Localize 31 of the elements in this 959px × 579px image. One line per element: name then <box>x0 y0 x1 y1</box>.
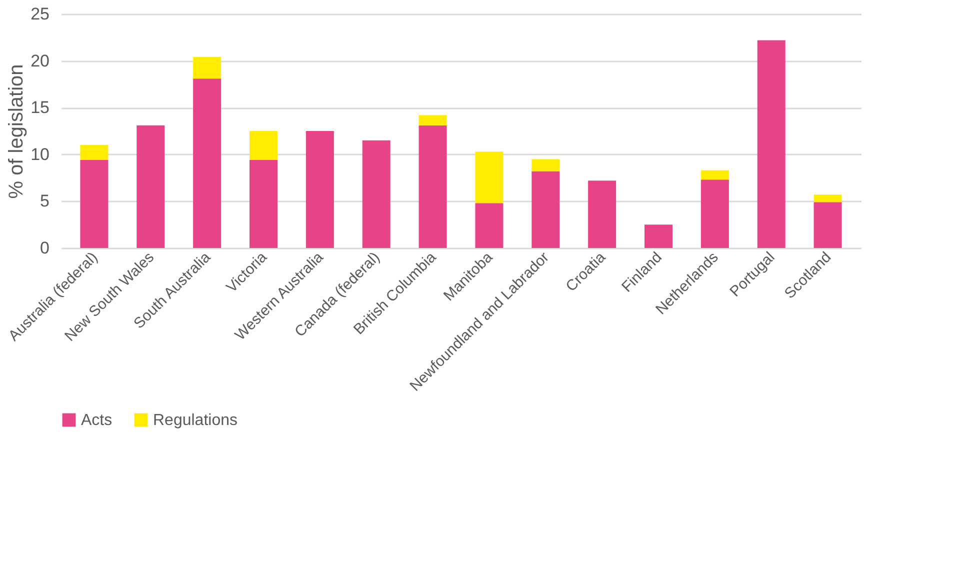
bar <box>193 78 222 248</box>
bar <box>362 140 390 248</box>
bar <box>418 125 447 248</box>
y-tick-label: 10 <box>30 144 50 164</box>
bar <box>532 159 560 172</box>
y-tick-label: 20 <box>30 51 50 70</box>
bar <box>757 40 786 248</box>
y-tick-label: 25 <box>30 4 50 24</box>
bar <box>700 170 729 180</box>
bar <box>250 160 278 248</box>
bar <box>532 171 560 248</box>
y-axis-title: % of legislation <box>6 64 28 199</box>
bar <box>475 203 504 248</box>
bar <box>306 131 334 248</box>
bar <box>80 145 108 160</box>
bar <box>700 180 729 248</box>
y-tick-label: 0 <box>40 238 50 258</box>
bar <box>814 202 842 248</box>
bar <box>814 194 842 202</box>
bar <box>475 152 504 204</box>
legend-label: Regulations <box>153 412 238 429</box>
bar <box>193 57 222 79</box>
legend-label: Acts <box>81 412 112 429</box>
bar <box>644 224 672 248</box>
bar <box>588 180 616 248</box>
bar <box>80 160 108 248</box>
bar <box>418 115 447 126</box>
y-tick-label: 15 <box>30 98 50 118</box>
bar <box>250 131 278 160</box>
y-tick-label: 5 <box>40 192 50 211</box>
bar <box>136 125 165 248</box>
